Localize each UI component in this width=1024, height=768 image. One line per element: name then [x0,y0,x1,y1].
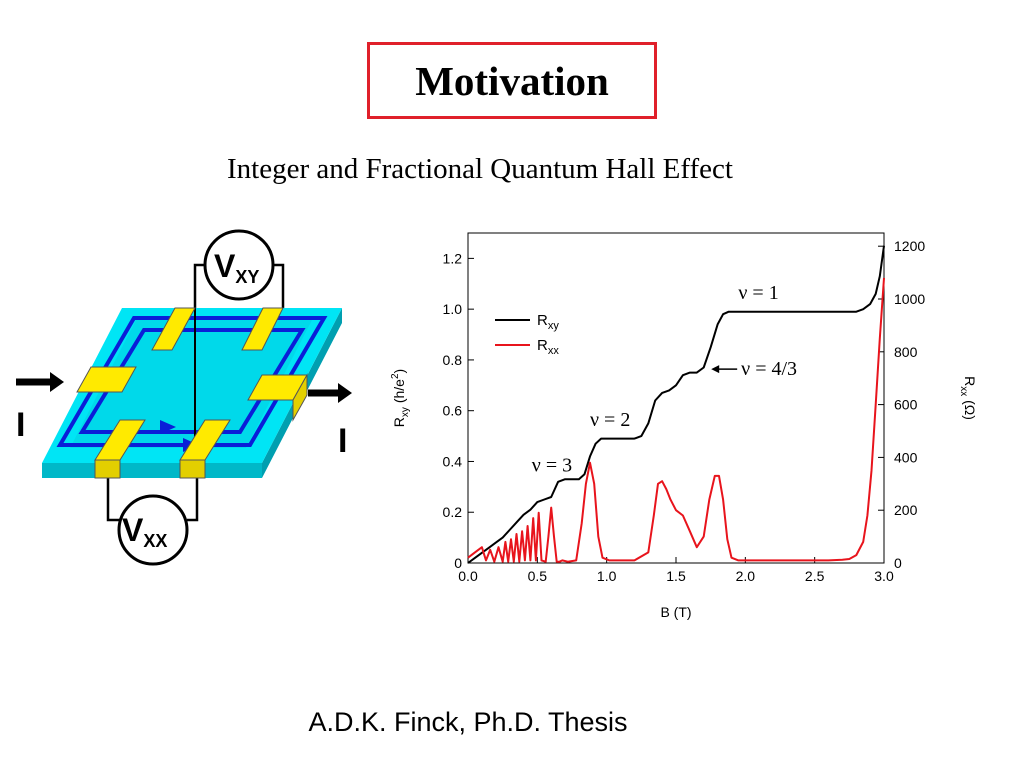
sample-top [42,308,342,463]
title-box: Motivation [367,42,657,119]
vxx-sub: XX [143,531,167,551]
y-right-tick-label: 800 [894,344,918,360]
sample-inner [70,320,312,448]
x-tick-label: 1.5 [666,568,686,584]
contact-right-side [292,373,308,422]
current-label-right: I [338,422,347,460]
y-right-tick-label: 1200 [894,238,925,254]
current-label-left: I [16,406,25,444]
current-arrow-right-head [338,383,352,403]
series-line-rxx [467,277,885,563]
y-right-tick-label: 1000 [894,291,925,307]
vxx-wire-left [106,478,120,522]
contact-bottom-right-side [179,459,206,479]
y-axis-title-left: Rxy (h/e2) [390,369,411,427]
vxx-meter [117,494,189,566]
channel-arrow-1 [160,420,176,434]
x-tick-label: 0.0 [458,568,478,584]
vxx-main: V [122,512,144,548]
y-left-tick-label: 0.4 [443,453,463,469]
y-right-tick-label: 600 [894,397,918,413]
x-axis-title: B (T) [660,604,691,620]
annotation-label: ν = 1 [738,282,778,304]
legend-label-rxy: Rxy [537,312,559,332]
vxy-label: VXY [214,248,259,287]
credit-text: A.D.K. Finck, Ph.D. Thesis [308,707,628,737]
y-right-tick-label: 0 [894,555,902,571]
contact-bottom-right [179,419,231,461]
slide-subtitle: Integer and Fractional Quantum Hall Effe… [227,153,733,185]
slide-title: Motivation [415,57,609,104]
x-tick-label: 3.0 [874,568,894,584]
y-left-tick-label: 1.0 [443,301,463,317]
x-tick-label: 1.0 [597,568,617,584]
x-tick-label: 0.5 [528,568,548,584]
y-right-tick-label: 200 [894,502,918,518]
x-tick-label: 2.5 [805,568,825,584]
vxx-label: VXX [122,512,167,551]
series-line-rxy [467,245,885,564]
vxy-main: V [214,248,236,284]
vxx-wire-right [187,478,199,522]
channel-arrow-2 [183,438,199,452]
annotation-label: ν = 2 [590,409,630,431]
edge-channel-outer [56,316,328,447]
plot-frame [467,232,885,564]
vxy-meter [203,229,275,301]
y-right-tick-label: 400 [894,449,918,465]
y-left-tick-label: 0.8 [443,352,463,368]
legend-label-rxx: Rxx [537,337,559,357]
y-left-tick-label: 1.2 [443,250,463,266]
annotation-label: ν = 4/3 [741,358,797,380]
contact-top-left [151,307,196,351]
x-tick-label: 2.0 [736,568,756,584]
y-left-tick-label: 0.2 [443,504,463,520]
annotation-label: ν = 3 [532,455,572,477]
contact-left [76,366,137,393]
current-arrow-left-head [50,372,64,392]
edge-channel-inner [78,328,306,434]
vxy-wire-right [272,263,285,308]
contact-bottom-left [94,419,146,461]
contact-top-right [241,307,284,351]
vxy-sub: XY [235,267,259,287]
y-axis-title-right: Rxx (Ω) [958,376,978,420]
contact-right [247,374,308,401]
annotation-arrow-head [711,365,720,374]
contact-bottom-left-side [94,459,121,479]
y-left-tick-label: 0 [454,555,462,571]
sample-side [42,463,262,478]
y-left-tick-label: 0.6 [443,403,463,419]
sample-side-right [262,308,342,478]
vxy-wire-left [193,263,205,308]
